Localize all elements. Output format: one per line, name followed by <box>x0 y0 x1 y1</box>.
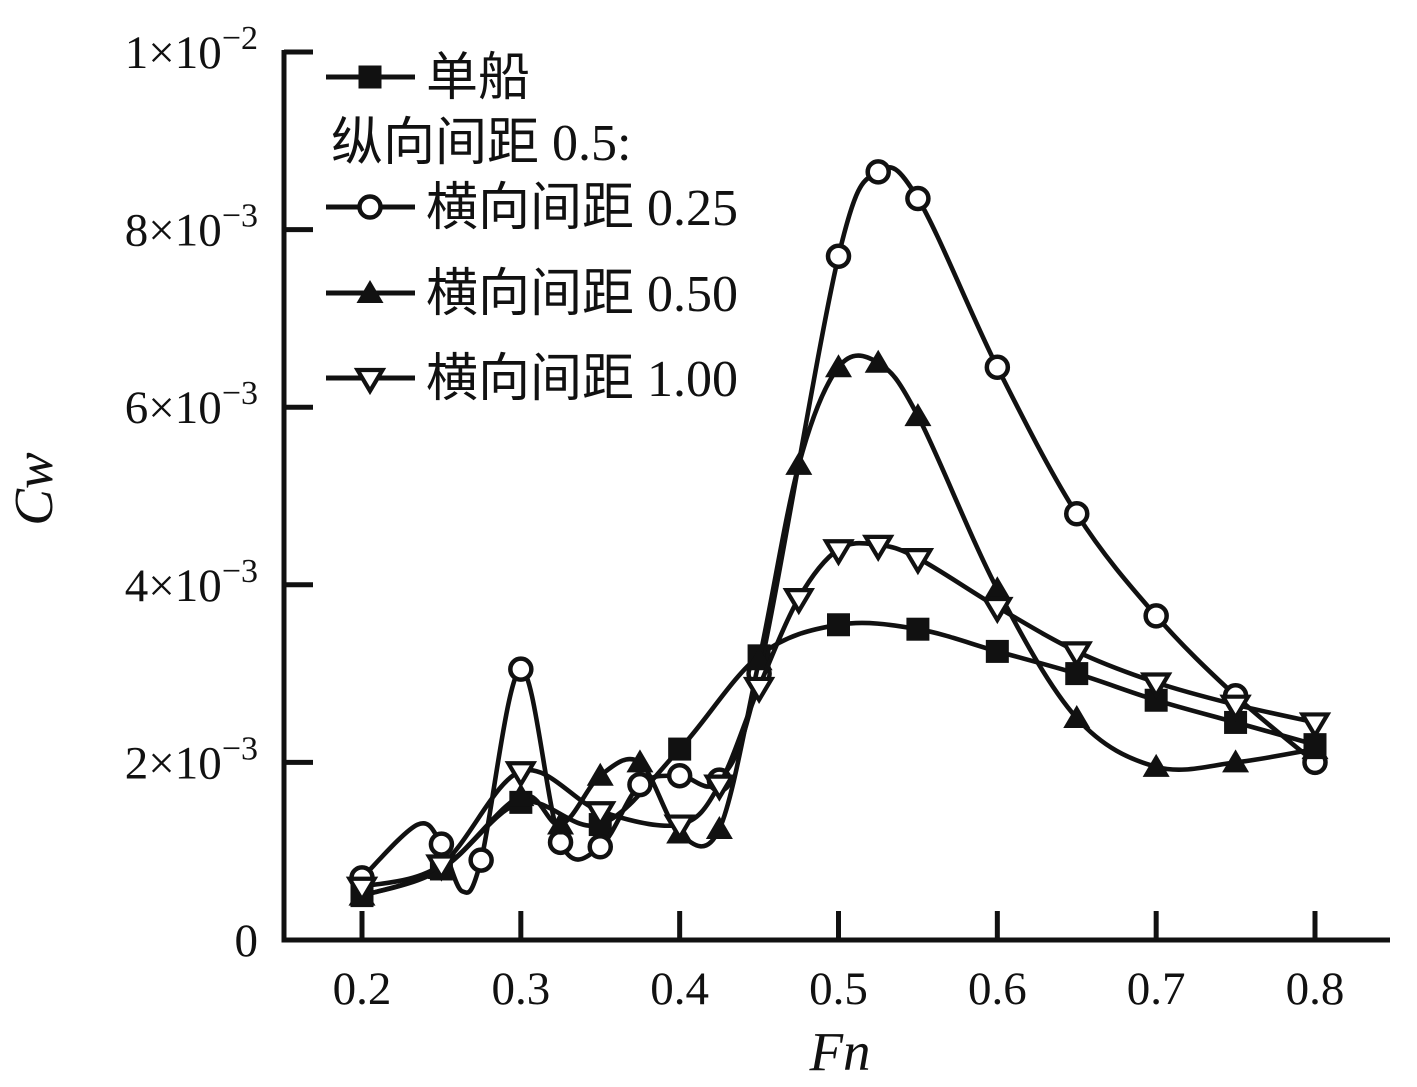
triangle-up-marker-icon <box>507 783 535 807</box>
square-marker-icon <box>906 617 930 641</box>
triangle-down-marker-icon <box>353 367 387 396</box>
circle-marker-icon <box>547 829 574 856</box>
series-markers <box>345 534 1332 904</box>
legend-label: 横向间距 0.25 <box>426 180 738 237</box>
x-tick-label: 0.2 <box>333 963 392 1015</box>
square-marker-icon <box>668 737 692 761</box>
triangle-up-marker-icon <box>785 451 813 475</box>
circle-marker-icon <box>587 834 613 860</box>
circle-marker-icon <box>468 847 494 873</box>
triangle-up-marker-icon <box>626 749 654 773</box>
square-marker-icon <box>358 65 382 89</box>
legend-entry-1: 纵向间距 0.5: <box>331 115 631 172</box>
circle-marker-icon <box>666 762 693 789</box>
square-marker-icon <box>826 613 850 637</box>
square-marker-icon <box>1224 710 1248 734</box>
legend-entry-0: 单船 <box>326 50 530 107</box>
triangle-down-marker-icon <box>822 539 855 567</box>
triangle-down-marker-icon <box>1139 672 1173 700</box>
x-tick-label: 0.3 <box>491 963 550 1015</box>
y-tick-label: 4×10−3 <box>125 553 258 612</box>
triangle-up-marker-icon <box>904 403 932 427</box>
circle-marker-icon <box>1063 501 1090 527</box>
triangle-up-marker-icon <box>1142 753 1170 777</box>
y-tick-label: 0 <box>235 915 259 967</box>
triangle-down-marker-icon <box>862 534 895 562</box>
triangle-down-marker-icon <box>981 596 1014 625</box>
triangle-down-marker-icon <box>584 801 617 829</box>
circle-marker-icon <box>357 194 383 220</box>
x-tick-label: 0.4 <box>650 963 709 1015</box>
triangle-down-marker-icon <box>663 814 696 842</box>
x-tick-label: 0.8 <box>1286 963 1345 1015</box>
x-tick-label: 0.6 <box>968 963 1027 1015</box>
y-axis-title: Cw <box>3 452 64 526</box>
triangle-down-marker-icon <box>742 676 776 705</box>
triangle-up-marker-icon <box>547 811 575 835</box>
series-transverse-spacing-1-00 <box>345 534 1332 904</box>
x-axis-title: Fn <box>808 1021 870 1082</box>
circle-marker-icon <box>865 159 891 185</box>
circle-marker-icon <box>825 243 852 269</box>
x-tick-label: 0.7 <box>1127 963 1186 1015</box>
circle-marker-icon <box>428 831 455 857</box>
circle-marker-icon <box>627 771 653 798</box>
square-marker-icon <box>1144 688 1168 712</box>
legend-entry-2: 横向间距 0.25 <box>326 180 738 237</box>
legend-label: 横向间距 0.50 <box>426 266 738 323</box>
legend-label: 纵向间距 0.5: <box>331 115 631 172</box>
triangle-down-marker-icon <box>345 876 379 904</box>
triangle-up-marker-icon <box>705 816 733 839</box>
y-tick-label: 2×10−3 <box>125 730 258 789</box>
triangle-down-marker-icon <box>504 761 538 789</box>
triangle-up-marker-icon <box>864 349 892 373</box>
plot-series <box>345 159 1332 908</box>
triangle-down-marker-icon <box>703 774 736 802</box>
triangle-up-marker-icon <box>1063 705 1091 728</box>
axes: 02×10−34×10−36×10−38×10−31×10−20.2 0.3 0.4… <box>3 20 1390 1082</box>
triangle-up-marker-icon <box>1222 749 1250 773</box>
triangle-up-marker-icon <box>983 576 1011 600</box>
legend-label: 横向间距 1.00 <box>426 351 738 408</box>
circle-marker-icon <box>508 656 534 682</box>
legend-entry-3: 横向间距 0.50 <box>326 266 738 323</box>
triangle-up-marker-icon <box>824 354 852 378</box>
square-marker-icon <box>1065 662 1089 686</box>
legend-label: 单船 <box>426 50 530 107</box>
circle-marker-icon <box>984 354 1011 380</box>
triangle-down-marker-icon <box>1060 641 1093 669</box>
triangle-up-marker-icon <box>745 647 773 671</box>
square-marker-icon <box>985 639 1009 663</box>
legend-entry-4: 横向间距 1.00 <box>326 351 738 408</box>
triangle-down-marker-icon <box>425 854 458 882</box>
x-tick-label: 0.5 <box>809 963 868 1015</box>
triangle-down-marker-icon <box>782 588 815 616</box>
circle-marker-icon <box>905 185 931 212</box>
triangle-down-marker-icon <box>1219 694 1252 722</box>
triangle-down-marker-icon <box>901 548 935 576</box>
triangle-up-marker-icon <box>586 762 614 786</box>
circle-marker-icon <box>1143 603 1169 629</box>
triangle-up-marker-icon <box>1301 736 1329 760</box>
triangle-up-marker-icon <box>356 280 384 303</box>
triangle-down-marker-icon <box>1298 712 1332 740</box>
